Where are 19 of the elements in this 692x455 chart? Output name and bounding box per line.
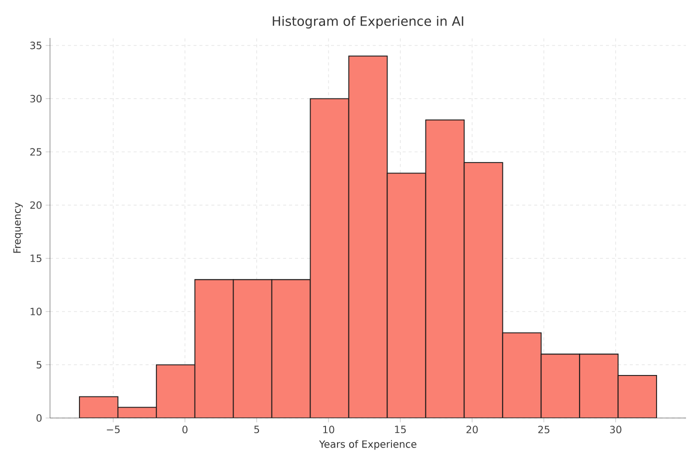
x-axis-title: Years of Experience — [319, 440, 416, 450]
chart-title: Histogram of Experience in AI — [272, 16, 464, 28]
y-tick-label: 20 — [30, 201, 42, 209]
y-tick-label: 15 — [30, 254, 42, 262]
y-tick-label: 10 — [30, 308, 42, 316]
y-tick-label: 35 — [30, 42, 42, 50]
x-tick-label: −5 — [106, 426, 120, 434]
y-axis-title: Frequency — [13, 202, 23, 253]
x-tick-label: 10 — [323, 426, 334, 434]
y-tick-label: 0 — [36, 414, 42, 422]
x-tick-label: 30 — [610, 426, 622, 434]
x-tick-label: 0 — [182, 426, 188, 434]
y-tick-label: 30 — [30, 94, 42, 102]
x-tick-label: 15 — [395, 426, 406, 434]
x-tick-label: 20 — [466, 426, 478, 434]
y-tick-label: 5 — [36, 361, 42, 368]
x-tick-label: 25 — [538, 426, 550, 434]
y-tick-label: 25 — [30, 148, 42, 156]
x-tick-label: 5 — [254, 426, 260, 434]
